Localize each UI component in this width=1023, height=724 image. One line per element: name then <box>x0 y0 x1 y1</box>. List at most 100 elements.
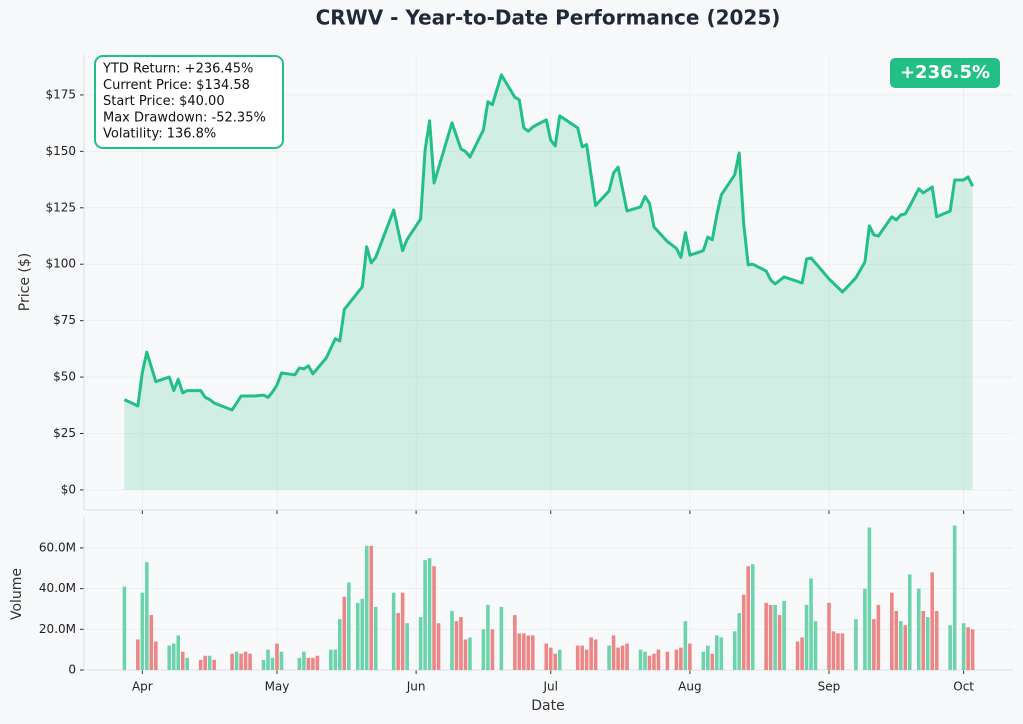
volume-bar <box>145 562 149 670</box>
volume-bar <box>800 637 804 670</box>
x-tick-label: Sep <box>818 680 841 694</box>
volume-bar <box>746 566 751 670</box>
volume-bar <box>557 649 562 670</box>
volume-bar <box>809 578 813 670</box>
volume-bar <box>683 621 688 670</box>
volume-bar <box>616 647 620 670</box>
volume-bar <box>872 619 876 670</box>
y-tick-label: $125 <box>45 200 76 214</box>
volume-bar <box>952 525 957 670</box>
volume-bar <box>553 653 558 670</box>
volume-bar <box>333 649 338 670</box>
y-tick-label: $100 <box>45 257 76 271</box>
volume-bar <box>239 653 243 670</box>
y-tick-label: $0 <box>61 482 76 496</box>
volume-bar <box>750 564 755 670</box>
volume-bar <box>625 643 629 670</box>
volume-bar <box>355 602 360 670</box>
volume-bar <box>154 641 158 670</box>
volume-bar <box>207 655 212 670</box>
volume-bar <box>706 645 710 670</box>
volume-bar <box>248 653 252 670</box>
volume-bar <box>275 643 279 670</box>
volume-bar <box>450 610 454 670</box>
volume-bar <box>427 558 432 670</box>
volume-bar <box>961 623 966 670</box>
y-tick-label: $150 <box>45 144 76 158</box>
volume-bar <box>436 623 441 670</box>
y-tick-label: 60.0M <box>39 540 76 554</box>
volume-bar <box>432 566 436 670</box>
volume-bar <box>593 639 598 670</box>
volume-bar <box>526 635 531 670</box>
y-tick-label: $175 <box>45 87 76 101</box>
volume-bar <box>876 604 881 670</box>
x-axis-label: Date <box>531 698 564 714</box>
volume-bar <box>652 653 656 670</box>
volume-bar <box>167 645 172 670</box>
volume-bar <box>243 651 248 670</box>
volume-bar <box>589 637 593 670</box>
volume-bar <box>346 582 351 670</box>
volume-bar <box>234 651 239 670</box>
volume-bar <box>925 617 930 670</box>
volume-bar <box>948 625 952 670</box>
volume-bar <box>647 655 652 670</box>
volume-bar <box>297 657 302 670</box>
volume-bar <box>136 639 140 670</box>
volume-bar <box>302 651 306 670</box>
y-axis-label: Volume <box>9 568 25 620</box>
volume-bar <box>548 647 553 670</box>
volume-bar <box>203 655 207 670</box>
volume-bar <box>831 631 836 670</box>
x-tick-label: Apr <box>132 680 153 694</box>
stats-box <box>94 55 284 149</box>
volume-bar <box>315 655 320 670</box>
volume-bar <box>719 637 724 670</box>
volume-bar <box>768 604 773 670</box>
volume-bar <box>840 633 845 670</box>
volume-bar <box>522 633 526 670</box>
volume-bar <box>575 645 580 670</box>
x-tick-label: Jun <box>406 680 426 694</box>
volume-bar <box>423 560 427 670</box>
volume-bar <box>486 604 490 670</box>
y-tick-label: $25 <box>53 426 76 440</box>
y-tick-label: $75 <box>53 313 76 327</box>
stats-line: Volatility: 136.8% <box>103 127 216 142</box>
volume-bar <box>391 592 396 670</box>
volume-bar <box>966 627 970 670</box>
volume-bar <box>890 592 894 670</box>
volume-bar <box>198 659 203 670</box>
volume-bar <box>266 649 270 670</box>
volume-bar <box>338 619 342 670</box>
volume-bar <box>921 610 926 670</box>
volume-bar <box>679 647 683 670</box>
volume-bar <box>584 649 589 670</box>
volume-bar <box>607 645 611 670</box>
badge <box>890 58 1000 88</box>
volume-bar <box>329 649 333 670</box>
volume-bar <box>970 629 975 670</box>
volume-bar <box>854 619 858 670</box>
volume-bar <box>149 615 154 670</box>
volume-bar <box>418 617 423 670</box>
volume-bar <box>795 641 800 670</box>
volume-bar <box>764 602 768 670</box>
volume-bar <box>903 625 908 670</box>
volume-bar <box>544 643 549 670</box>
volume-bar <box>916 588 921 670</box>
volume-bar <box>306 657 311 670</box>
stats-line: Current Price: $134.58 <box>103 78 250 93</box>
volume-bar <box>364 545 369 670</box>
volume-bar <box>405 623 409 670</box>
volume-bar <box>737 613 742 670</box>
volume-bar <box>813 621 818 670</box>
volume-bar <box>261 659 266 670</box>
volume-bar <box>342 596 347 670</box>
stats-line: YTD Return: +236.45% <box>102 62 253 77</box>
volume-bar <box>643 651 647 670</box>
volume-bar <box>782 600 786 670</box>
volume-bar <box>899 621 903 670</box>
volume-bar <box>185 657 190 670</box>
